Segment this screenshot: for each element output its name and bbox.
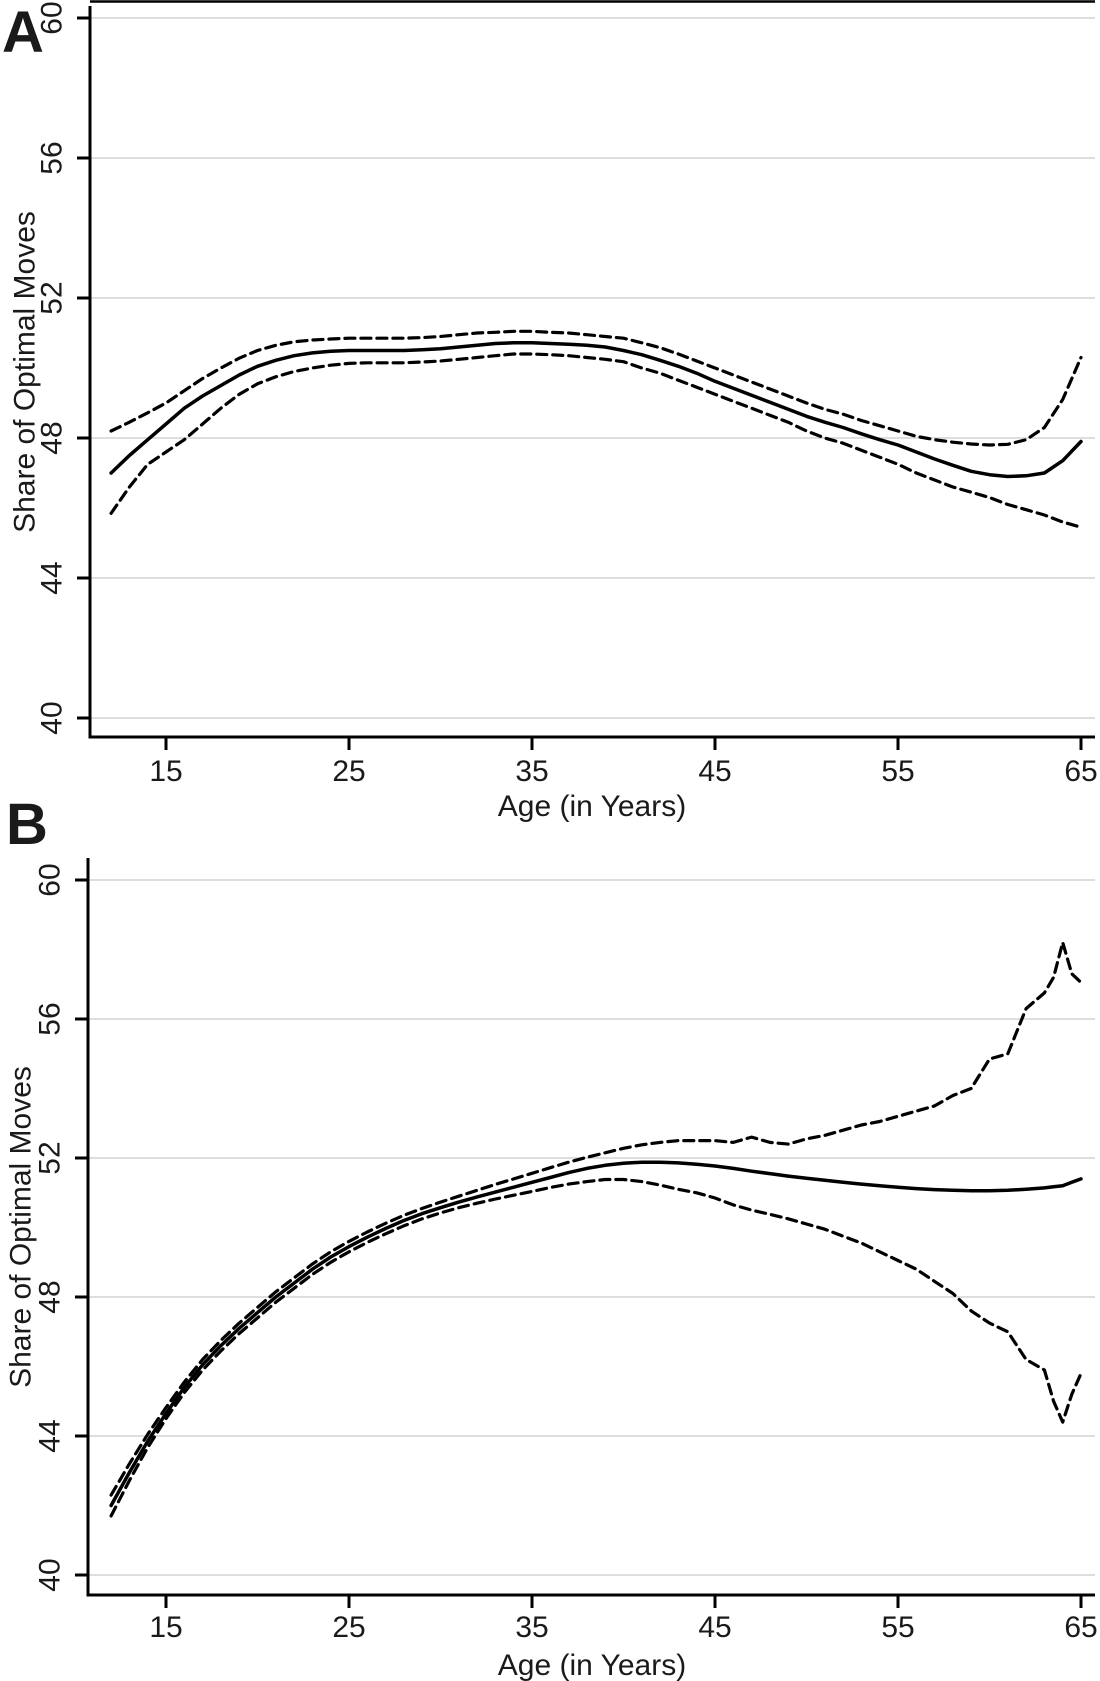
y-tick-label: 60 [34,863,67,896]
x-tick-label: 25 [332,1611,365,1644]
panel-b-plot: 40 44 48 52 56 60 15 25 35 45 55 65 [34,858,1098,1644]
panel-b-letter: B [6,792,48,857]
panel-b-y-axis-title: Share of Optimal Moves [5,1066,38,1388]
x-tick-label: 35 [515,1611,548,1644]
y-tick-label: 44 [36,561,69,594]
panel-a-letter: A [2,0,44,65]
series-upper-ci-line [109,940,1083,1497]
y-tick-label: 52 [34,1141,67,1174]
panel-a-y-axis-title: Share of Optimal Moves [9,211,42,533]
x-tick-label: 65 [1064,755,1097,788]
series-lower-ci-line [109,352,1083,529]
y-tick-label: 60 [36,1,69,34]
x-tick-label: 15 [149,1611,182,1644]
y-tick-label: 44 [34,1419,67,1452]
series-lower-ci-line [109,1177,1083,1518]
x-tick-label: 55 [881,1611,914,1644]
x-tick-label: 45 [698,755,731,788]
series-estimate-line [109,1160,1083,1508]
x-tick-label: 25 [332,755,365,788]
y-tick-label: 40 [34,1558,67,1591]
x-tick-label: 15 [149,755,182,788]
y-tick-label: 56 [36,141,69,174]
x-tick-label: 35 [515,755,548,788]
panel-a-x-axis-title: Age (in Years) [498,790,686,823]
series-estimate-line [109,341,1083,479]
x-tick-label: 45 [698,1611,731,1644]
x-tick-label: 65 [1064,1611,1097,1644]
panel-a-plot: 40 44 48 52 56 60 15 25 35 45 55 65 [36,0,1098,788]
y-tick-label: 48 [34,1280,67,1313]
y-tick-label: 56 [34,1002,67,1035]
x-tick-label: 55 [881,755,914,788]
series-upper-ci-line [109,329,1083,447]
panel-b-x-axis-title: Age (in Years) [498,1649,686,1681]
y-tick-label: 40 [36,701,69,734]
y-tick-label: 52 [36,281,69,314]
y-tick-label: 48 [36,421,69,454]
